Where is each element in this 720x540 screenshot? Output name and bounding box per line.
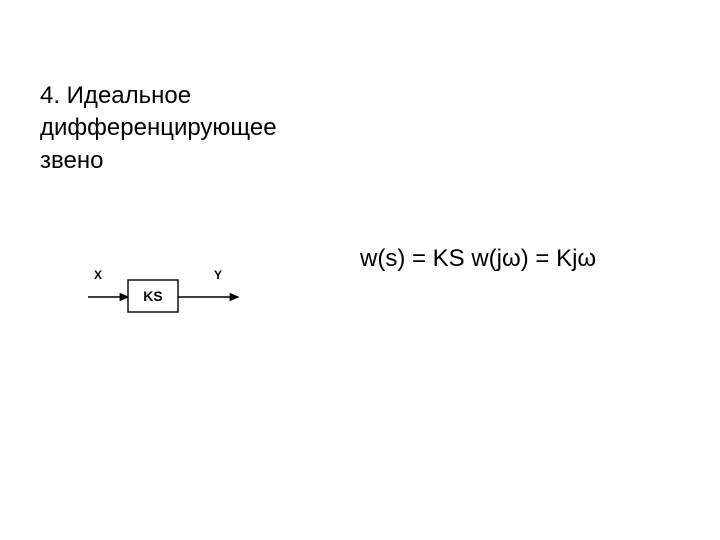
title-line-3: звено	[40, 147, 103, 174]
title-line-1: 4. Идеальное	[40, 82, 191, 109]
block-label: KS	[143, 288, 162, 304]
equation-text: w(s) = KS w(jω) = Kjω	[360, 245, 596, 272]
slide-title: 4. Идеальное дифференцирующее звено	[40, 80, 380, 177]
input-label-x: X	[94, 268, 102, 282]
block-diagram: KS X Y	[78, 265, 278, 325]
output-label-y: Y	[214, 268, 222, 282]
transfer-function-equations: w(s) = KS w(jω) = Kjω	[360, 245, 596, 273]
title-line-2: дифференцирующее	[40, 114, 277, 141]
slide-page: 4. Идеальное дифференцирующее звено w(s)…	[0, 0, 720, 540]
